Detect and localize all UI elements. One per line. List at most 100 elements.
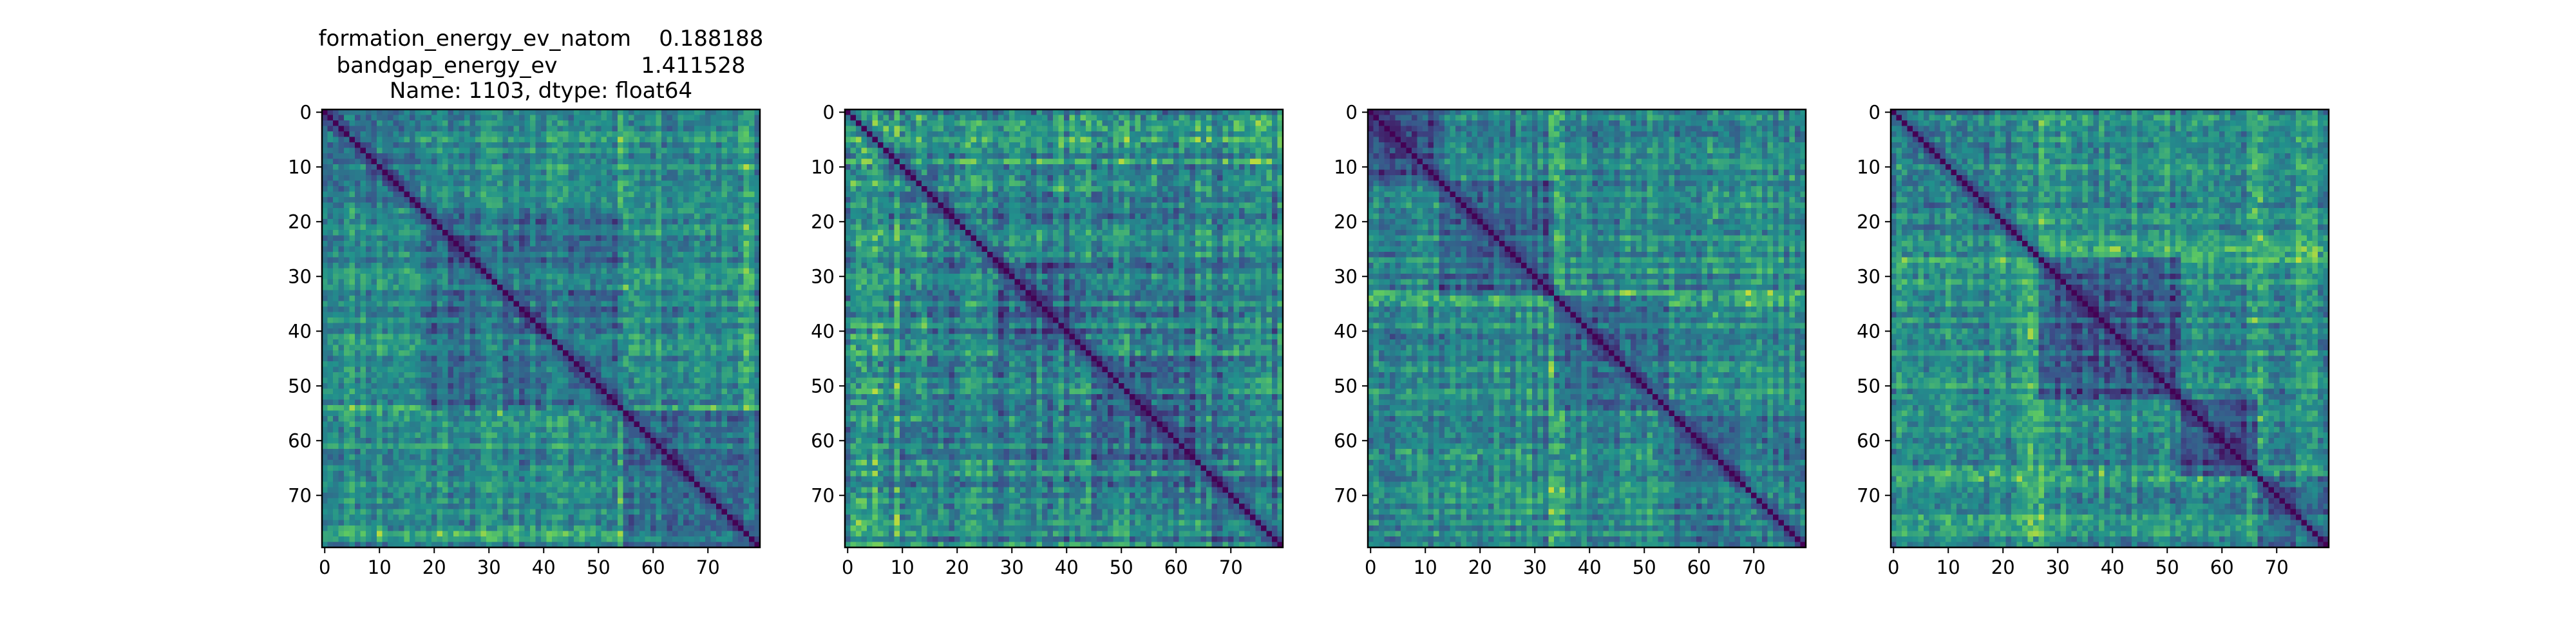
heatmap-cell (557, 137, 564, 143)
heatmap-cell (322, 257, 328, 263)
heatmap-cell (410, 399, 415, 406)
heatmap-cell (705, 410, 711, 417)
heatmap-cell (377, 191, 383, 198)
heatmap-cell (705, 301, 711, 307)
heatmap-cell (732, 153, 739, 159)
heatmap-cell (683, 115, 689, 121)
heatmap-cell (497, 235, 503, 242)
heatmap-cell (574, 257, 580, 263)
heatmap-cell (738, 115, 744, 121)
heatmap-cell (377, 394, 383, 400)
heatmap-cell (426, 388, 432, 395)
heatmap-cell (519, 285, 525, 290)
heatmap-cell (399, 180, 404, 187)
heatmap-cell (393, 252, 399, 258)
heatmap-cell (738, 268, 744, 274)
heatmap-cell (338, 307, 345, 312)
heatmap-cell (442, 219, 448, 225)
heatmap-cell (480, 410, 487, 417)
heatmap-cell (727, 191, 733, 198)
heatmap-cell (552, 350, 558, 356)
heatmap-cell (618, 328, 623, 334)
heatmap-cell (393, 169, 399, 176)
heatmap-cell (661, 274, 667, 279)
heatmap-cell (749, 399, 755, 406)
heatmap-cell (629, 153, 634, 159)
heatmap-cell (349, 366, 355, 373)
heatmap-cell (710, 191, 717, 198)
heatmap-cell (601, 126, 607, 132)
heatmap-cell (366, 268, 372, 274)
heatmap-cell (448, 224, 454, 231)
heatmap-cell (552, 290, 558, 296)
heatmap-cell (645, 208, 651, 214)
heatmap-cell (754, 197, 761, 203)
heatmap-cell (650, 241, 656, 247)
heatmap-cell (377, 307, 383, 312)
heatmap-cell (623, 208, 629, 214)
heatmap-cell (502, 175, 509, 181)
heatmap-cell (727, 252, 733, 258)
heatmap-cell (639, 219, 645, 225)
heatmap-cell (382, 361, 388, 367)
heatmap-cell (491, 219, 498, 225)
heatmap-cell (607, 405, 612, 411)
heatmap-cell (459, 153, 465, 159)
heatmap-cell (349, 377, 355, 384)
heatmap-cell (508, 279, 514, 285)
heatmap-cell (349, 432, 355, 439)
heatmap-cell (475, 120, 481, 126)
heatmap-cell (732, 383, 739, 389)
heatmap-cell (738, 274, 744, 279)
heatmap-cell (431, 208, 437, 214)
heatmap-cell (629, 438, 634, 444)
heatmap-cell (710, 345, 717, 351)
heatmap-cell (360, 197, 366, 203)
heatmap-cell (491, 296, 498, 301)
heatmap-cell (535, 186, 542, 192)
heatmap-cell (399, 120, 404, 126)
heatmap-cell (677, 274, 684, 279)
heatmap-cell (399, 366, 404, 373)
heatmap-cell (322, 394, 328, 400)
heatmap-cell (574, 399, 580, 406)
heatmap-cell (629, 169, 634, 176)
heatmap-cell (552, 268, 558, 274)
heatmap-cell (431, 438, 437, 444)
heatmap-cell (513, 312, 520, 318)
heatmap-cell (705, 443, 711, 450)
heatmap-cell (623, 334, 629, 340)
heatmap-cell (491, 115, 498, 121)
heatmap-cell (568, 164, 574, 170)
heatmap-cell (410, 213, 415, 220)
heatmap-cell (579, 394, 585, 400)
heatmap-cell (453, 158, 459, 165)
heatmap-cell (355, 405, 361, 411)
heatmap-cell (508, 366, 514, 373)
heatmap-cell (552, 186, 558, 192)
heatmap-cell (716, 383, 722, 389)
heatmap-cell (459, 120, 465, 126)
heatmap-cell (579, 317, 585, 323)
heatmap-cell (732, 301, 739, 307)
heatmap-cell (535, 191, 542, 198)
heatmap-cell (683, 328, 689, 334)
heatmap-cell (475, 301, 481, 307)
heatmap-cell (710, 252, 717, 258)
heatmap-cell (694, 169, 700, 176)
heatmap-cell (672, 142, 678, 148)
heatmap-cell (519, 120, 525, 126)
heatmap-cell (459, 301, 465, 307)
heatmap-cell (732, 115, 739, 121)
heatmap-cell (344, 186, 350, 192)
heatmap-cell (546, 257, 553, 263)
heatmap-cell (366, 241, 372, 247)
heatmap-cell (360, 169, 366, 176)
heatmap-cell (618, 191, 623, 198)
heatmap-cell (743, 137, 750, 143)
heatmap-cell (513, 208, 520, 214)
heatmap-cell (344, 241, 350, 247)
heatmap-cell (716, 158, 722, 165)
heatmap-cell (672, 131, 678, 137)
heatmap-cell (322, 427, 328, 433)
